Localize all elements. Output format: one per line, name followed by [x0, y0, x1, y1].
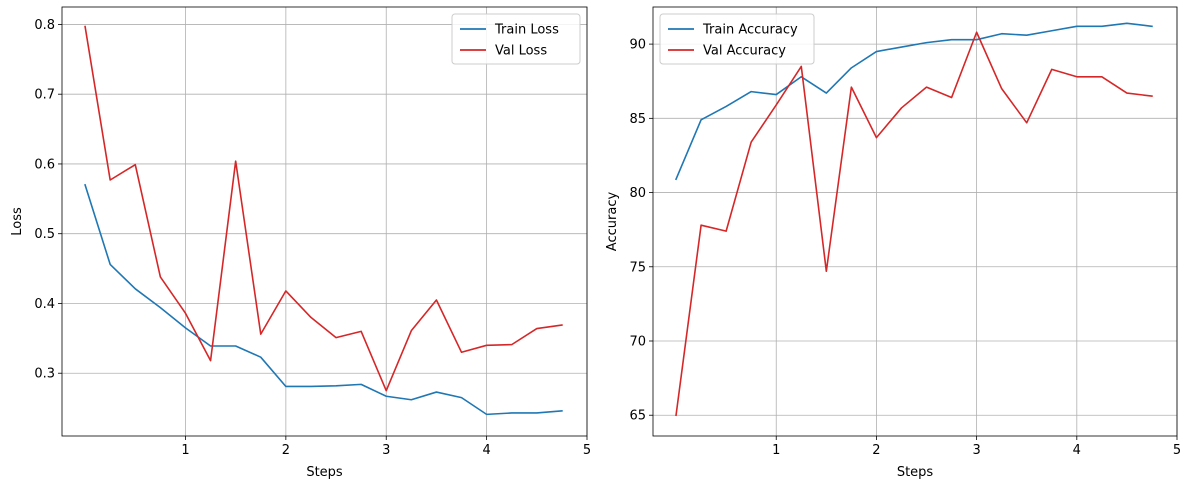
y-tick-label: 90	[629, 38, 646, 53]
y-axis-label: Accuracy	[605, 192, 620, 252]
x-axis-label: Steps	[897, 465, 934, 480]
series-line-train-loss	[84, 183, 563, 416]
x-tick-label: 1	[181, 443, 189, 458]
axes-frame	[61, 6, 588, 437]
x-tick-label: 5	[1173, 443, 1181, 458]
y-tick-label: 75	[629, 260, 646, 275]
grid	[62, 7, 588, 436]
x-tick-label: 5	[583, 443, 591, 458]
y-tick-label: 65	[629, 409, 646, 424]
legend-entry: Train Accuracy	[702, 23, 798, 38]
series-line-val-accuracy	[675, 31, 1153, 417]
y-tick-label: 70	[629, 334, 646, 349]
legend: Train Accuracy Val Accuracy	[659, 13, 815, 65]
x-tick-label: 3	[382, 443, 390, 458]
series-line-val-loss	[84, 25, 563, 392]
y-axis-label: Loss	[10, 207, 25, 236]
y-tick-label: 0.4	[34, 297, 55, 312]
y-tick-label: 0.8	[34, 18, 55, 33]
legend-entry: Val Accuracy	[703, 44, 786, 59]
legend: Train Loss Val Loss	[451, 13, 581, 65]
series-line-train-accuracy	[674, 22, 1153, 181]
x-tick-label: 2	[282, 443, 290, 458]
y-tick-label: 0.3	[34, 367, 55, 382]
y-tick-label: 0.5	[34, 227, 55, 242]
x-tick-label: 4	[482, 443, 490, 458]
legend-box	[659, 13, 815, 65]
axes-frame	[652, 6, 1178, 437]
y-tick-label: 85	[629, 112, 646, 127]
x-tick-label: 4	[1073, 443, 1081, 458]
legend-entry: Train Loss	[494, 23, 559, 38]
y-tick-label: 0.6	[34, 157, 55, 172]
x-axis-label: Steps	[306, 465, 343, 480]
chart-panel-1: 1 2 3 4 5 0.3 0.4 0.5 0.6 0.7 0.8 Steps Loss Train Lo…	[10, 6, 591, 480]
chart-panel-2: 1 2 3 4 5 65 70 75 80 85 90 Steps Accuracy Train Accu…	[605, 6, 1181, 480]
x-tick-label: 2	[872, 443, 880, 458]
y-tick-label: 80	[629, 186, 646, 201]
legend-entry: Val Loss	[495, 44, 547, 59]
x-tick-label: 3	[972, 443, 980, 458]
grid	[653, 7, 1178, 436]
x-tick-label: 1	[772, 443, 780, 458]
y-tick-label: 0.7	[34, 88, 55, 103]
legend-box	[451, 13, 581, 65]
